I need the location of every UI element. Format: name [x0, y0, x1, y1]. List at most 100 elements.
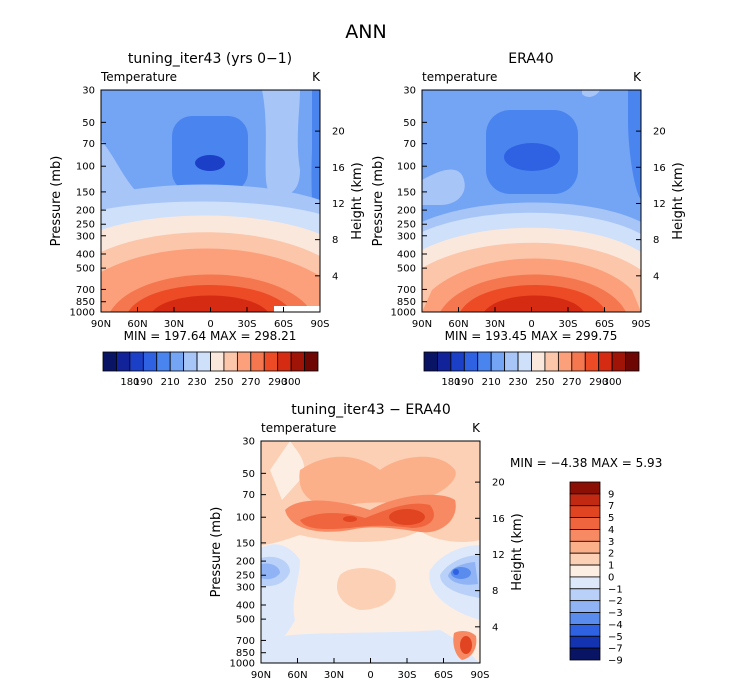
colorbar-label: 180 — [441, 377, 460, 388]
colorbar-label: 250 — [214, 377, 233, 388]
panel-obs-ylabel: Pressure (mb) — [371, 156, 386, 247]
x-tick-label: 90N — [251, 670, 271, 681]
panel-model-stats: MIN = 197.64 MAX = 298.21 — [124, 329, 297, 343]
y-tick-label: 30 — [82, 86, 95, 97]
colorbar-label: 290 — [268, 377, 287, 388]
panel-obs-stats: MIN = 193.45 MAX = 299.75 — [445, 329, 618, 343]
y-tick-label: 1000 — [70, 308, 95, 319]
contour-band-cold-core — [195, 155, 225, 171]
panel-diff-stats: MIN = −4.38 MAX = 5.93 — [510, 456, 662, 470]
colorbar-swatch — [437, 351, 452, 372]
colorbar-swatch — [250, 351, 265, 372]
x-tick-label: 90N — [91, 319, 111, 330]
x-tick-label: 60N — [287, 670, 307, 681]
colorbar-label: −3 — [608, 608, 623, 619]
height-tick-label: 20 — [332, 127, 345, 138]
contour-band-cold-trop-2 — [504, 143, 560, 171]
panel-model-variable: Temperature — [100, 70, 177, 84]
colorbar-swatch — [569, 540, 601, 554]
colorbar-label: −7 — [608, 644, 623, 655]
colorbar-label: 2 — [608, 549, 614, 560]
panel-model: tuning_iter43 (yrs 0−1) Temperature K 30… — [49, 51, 365, 388]
height-tick-label: 8 — [492, 586, 498, 597]
contour-band-nh-corner — [101, 90, 122, 118]
colorbar-swatch — [569, 564, 601, 578]
colorbar-swatch — [569, 576, 601, 590]
y-tick-label: 200 — [236, 557, 255, 568]
contour-band-nh-notch — [270, 441, 305, 500]
colorbar-swatch — [569, 624, 601, 637]
colorbar-swatch — [490, 351, 506, 372]
y-tick-label: 500 — [397, 264, 416, 275]
contour-band-cold-trop — [172, 116, 248, 192]
height-tick-label: 8 — [332, 235, 338, 246]
contour-band-upper-5 — [389, 509, 425, 525]
colorbar-swatch — [569, 600, 601, 613]
panel-diff-variable: temperature — [261, 421, 336, 435]
x-tick-label: 60N — [127, 319, 147, 330]
colorbar-swatch — [102, 351, 117, 372]
y-tick-label: 700 — [397, 285, 416, 296]
panel-diff: tuning_iter43 − ERA40 temperature K — [209, 402, 662, 681]
height-tick-label: 16 — [653, 163, 666, 174]
y-tick-label: 700 — [76, 285, 95, 296]
colorbar-label: −1 — [608, 584, 623, 595]
colorbar-label: 180 — [120, 377, 139, 388]
colorbar-swatch — [598, 351, 613, 372]
y-tick-label: 850 — [76, 297, 95, 308]
colorbar-label: 190 — [455, 377, 474, 388]
colorbar-swatch — [450, 351, 465, 372]
height-tick-label: 16 — [492, 514, 505, 525]
colorbar-swatch — [569, 505, 601, 519]
y-tick-label: 100 — [236, 513, 255, 524]
panel-obs-units: K — [633, 70, 642, 84]
colorbar-swatch — [142, 351, 158, 372]
colorbar-label: 230 — [188, 377, 207, 388]
colorbar-swatch — [263, 351, 279, 372]
height-tick-label: 20 — [653, 127, 666, 138]
y-tick-label: 30 — [242, 437, 255, 448]
y-tick-label: 1000 — [230, 659, 255, 670]
colorbar-swatch — [277, 351, 292, 372]
missing-data-patch — [274, 306, 320, 312]
contour-band-nh-upper — [101, 140, 150, 200]
colorbar-label: 270 — [241, 377, 260, 388]
colorbar-swatch — [569, 493, 601, 507]
contour-band-8 — [152, 295, 268, 312]
x-tick-label: 0 — [528, 319, 534, 330]
y-tick-label: 150 — [236, 538, 255, 549]
height-tick-label: 12 — [332, 199, 345, 210]
colorbar-swatch — [531, 351, 546, 372]
x-tick-label: 30N — [485, 319, 505, 330]
height-tick-label: 12 — [653, 199, 666, 210]
y-tick-label: 250 — [397, 220, 416, 231]
y-tick-label: 850 — [236, 648, 255, 659]
colorbar-label: 300 — [603, 377, 622, 388]
colorbar-swatch — [183, 351, 198, 372]
panel-obs-title: ERA40 — [508, 51, 553, 67]
colorbar-label: 7 — [608, 501, 614, 512]
x-tick-label: 90S — [310, 319, 329, 330]
panel-model-ylabel-right: Height (km) — [350, 162, 365, 239]
panel-model-contours — [101, 90, 320, 312]
contour-band-lower-cool — [261, 630, 480, 663]
colorbar-swatch — [569, 552, 601, 566]
colorbar-swatch — [116, 351, 131, 372]
height-tick-label: 12 — [492, 550, 505, 561]
y-tick-label: 50 — [82, 118, 95, 129]
contour-band-nh-upper — [422, 169, 465, 205]
y-tick-label: 250 — [236, 571, 255, 582]
y-tick-label: 200 — [397, 206, 416, 217]
colorbar-label: 250 — [535, 377, 554, 388]
colorbar-swatch — [129, 351, 144, 372]
height-tick-label: 4 — [492, 622, 498, 633]
x-tick-label: 0 — [207, 319, 213, 330]
y-tick-label: 30 — [403, 86, 416, 97]
y-tick-label: 700 — [236, 636, 255, 647]
colorbar-swatch — [223, 351, 238, 372]
y-tick-label: 500 — [236, 615, 255, 626]
colorbar-label: 5 — [608, 513, 614, 524]
contour-band-sh-upper — [262, 90, 300, 195]
